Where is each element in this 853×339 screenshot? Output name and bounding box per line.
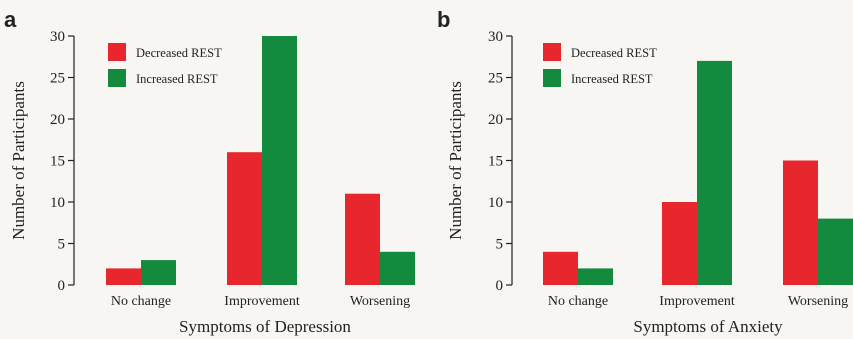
y-axis-title: Number of Participants bbox=[9, 81, 28, 240]
bar-decreased-rest-improvement bbox=[227, 152, 262, 285]
y-tick-label: 0 bbox=[496, 278, 504, 294]
x-axis-title: Symptoms of Anxiety bbox=[633, 317, 783, 336]
bar-decreased-rest-improvement bbox=[662, 202, 697, 285]
y-tick-label: 5 bbox=[496, 237, 504, 253]
y-tick-label: 30 bbox=[488, 29, 503, 45]
legend-swatch bbox=[543, 69, 561, 87]
y-axis-title: Number of Participants bbox=[446, 81, 465, 240]
bar-increased-rest-worsening bbox=[380, 251, 415, 285]
y-tick-label: 0 bbox=[58, 278, 66, 294]
legend-swatch bbox=[543, 43, 561, 61]
bar-increased-rest-improvement bbox=[262, 36, 297, 285]
legend-swatch bbox=[108, 69, 126, 87]
chart-panel-a: a 0 5 10 15 20 25 30 Number of Participants No ch… bbox=[4, 7, 415, 336]
legend-label: Decreased REST bbox=[136, 46, 222, 60]
y-tick-label: 5 bbox=[58, 237, 66, 253]
bar-increased-rest-no-change bbox=[578, 268, 613, 285]
legend-label: Decreased REST bbox=[571, 46, 657, 60]
y-tick-label: 15 bbox=[50, 154, 65, 170]
bar-increased-rest-no-change bbox=[141, 260, 176, 285]
chart-panel-b: b 0 5 10 15 20 25 30 Number of Participants No ch… bbox=[437, 7, 853, 336]
x-tick-label: No change bbox=[111, 294, 171, 309]
bar-increased-rest-worsening bbox=[818, 218, 853, 285]
legend-label: Increased REST bbox=[136, 72, 218, 86]
bar-decreased-rest-worsening bbox=[783, 160, 818, 285]
bar-decreased-rest-no-change bbox=[543, 251, 578, 285]
x-tick-label: Improvement bbox=[659, 294, 735, 309]
y-tick-label: 10 bbox=[488, 195, 503, 211]
legend-swatch bbox=[108, 43, 126, 61]
y-tick-label: 20 bbox=[488, 112, 503, 128]
bar-decreased-rest-no-change bbox=[106, 268, 141, 285]
y-tick-label: 25 bbox=[50, 71, 65, 87]
x-tick-label: Improvement bbox=[224, 294, 300, 309]
x-axis-title: Symptoms of Depression bbox=[179, 317, 351, 336]
x-tick-label: Worsening bbox=[350, 294, 410, 309]
bar-decreased-rest-worsening bbox=[345, 193, 380, 285]
x-tick-label: No change bbox=[548, 294, 608, 309]
legend-label: Increased REST bbox=[571, 72, 653, 86]
y-tick-label: 15 bbox=[488, 154, 503, 170]
bar-increased-rest-improvement bbox=[697, 60, 732, 286]
panel-label: b bbox=[437, 7, 450, 32]
y-tick-label: 10 bbox=[50, 195, 65, 211]
y-tick-label: 25 bbox=[488, 71, 503, 87]
panel-label: a bbox=[4, 7, 17, 32]
x-tick-label: Worsening bbox=[788, 294, 848, 309]
y-tick-label: 30 bbox=[50, 29, 65, 45]
y-tick-label: 20 bbox=[50, 112, 65, 128]
